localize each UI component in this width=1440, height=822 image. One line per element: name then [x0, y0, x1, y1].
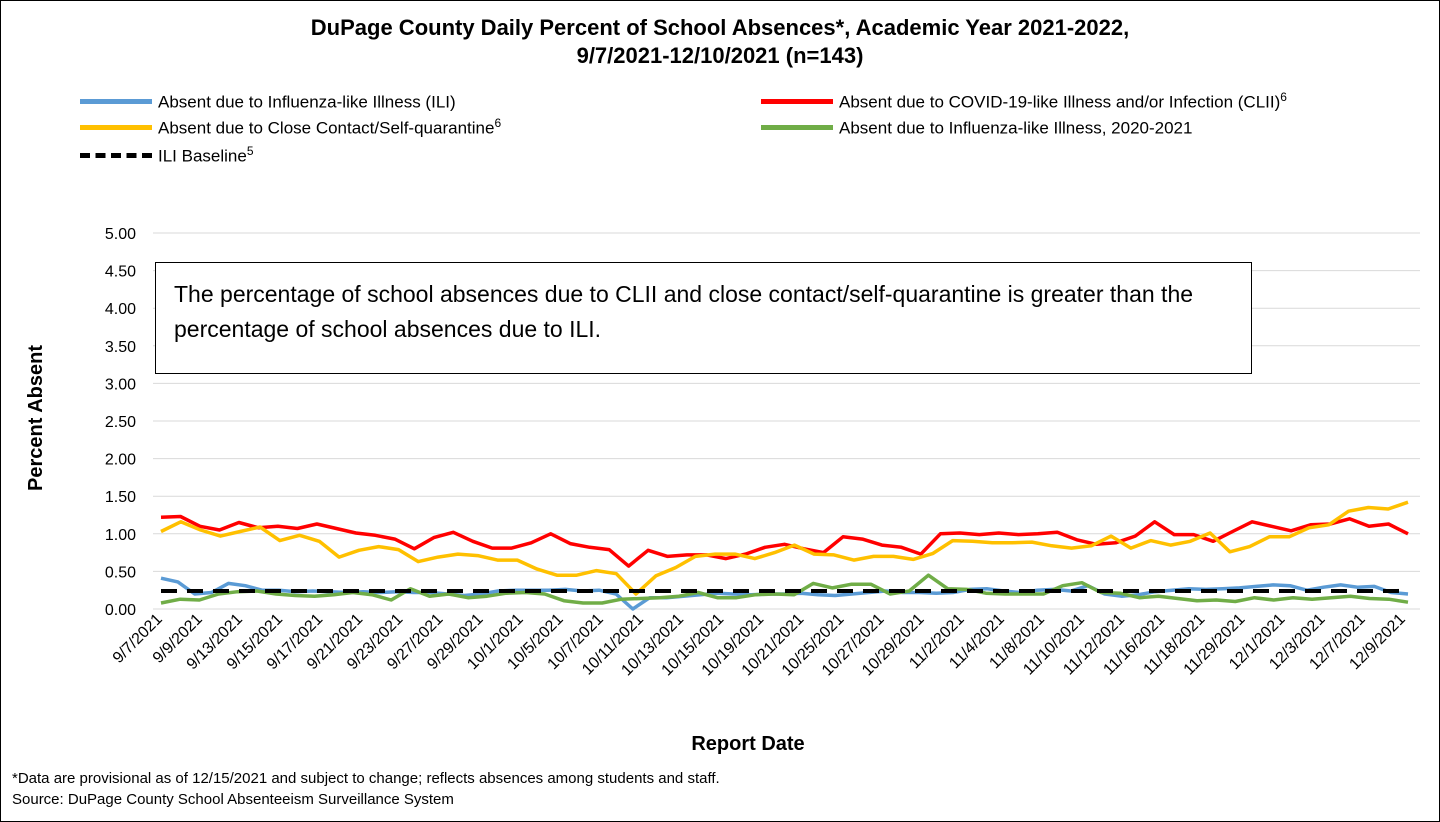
legend-label-close-contact: Absent due to Close Contact/Self-quarant… — [158, 115, 502, 138]
y-tick-label: 4.00 — [105, 301, 136, 318]
series-lines — [160, 500, 1409, 611]
x-axis-ticks: 9/7/20219/9/20219/13/20219/15/20219/17/2… — [110, 611, 1409, 680]
legend-label-clii: Absent due to COVID-19-like Illness and/… — [839, 89, 1287, 112]
y-tick-label: 3.00 — [105, 376, 136, 393]
footnote-provisional: *Data are provisional as of 12/15/2021 a… — [12, 770, 720, 787]
footnote-source: Source: DuPage County School Absenteeism… — [12, 791, 454, 808]
chart-title-line-2: 9/7/2021-12/10/2021 (n=143) — [576, 43, 864, 68]
legend-entry-ili: Absent due to Influenza-like Illness (IL… — [80, 88, 456, 114]
legend-entry-close-contact: Absent due to Close Contact/Self-quarant… — [80, 114, 501, 140]
legend-swatch-ili-baseline — [80, 152, 152, 158]
legend-swatch-close-contact — [80, 124, 152, 130]
y-tick-label: 1.50 — [105, 489, 136, 506]
series-ili-2020 — [160, 573, 1409, 605]
legend-swatch-clii — [761, 98, 833, 104]
legend-swatch-ili-2020 — [761, 124, 833, 130]
y-tick-label: 0.00 — [105, 602, 136, 619]
annotation-callout: The percentage of school absences due to… — [155, 262, 1252, 374]
y-axis-title: Percent Absent — [25, 345, 47, 491]
y-tick-label: 0.50 — [105, 564, 136, 581]
legend-label-ili-baseline: ILI Baseline5 — [158, 143, 254, 166]
x-axis-title: Report Date — [691, 733, 804, 755]
chart-title-line-1: DuPage County Daily Percent of School Ab… — [310, 15, 1130, 40]
y-tick-label: 4.50 — [105, 264, 136, 281]
legend-entry-clii: Absent due to COVID-19-like Illness and/… — [761, 88, 1287, 114]
y-tick-label: 3.50 — [105, 339, 136, 356]
y-tick-label: 5.00 — [105, 226, 136, 243]
series-close-contact — [160, 500, 1409, 596]
legend-swatch-ili — [80, 98, 152, 104]
y-tick-label: 2.00 — [105, 452, 136, 469]
legend-label-ili: Absent due to Influenza-like Illness (IL… — [158, 92, 456, 112]
legend-entry-ili-baseline: ILI Baseline5 — [80, 142, 254, 168]
y-tick-label: 1.00 — [105, 527, 136, 544]
legend-entry-ili-2020: Absent due to Influenza-like Illness, 20… — [761, 114, 1192, 140]
legend-label-ili-2020: Absent due to Influenza-like Illness, 20… — [839, 118, 1193, 138]
y-axis-ticks: 0.00 0.50 1.00 1.50 2.00 2.50 3.00 3.50 4.00 4.50… — [105, 226, 136, 619]
y-tick-label: 2.50 — [105, 414, 136, 431]
